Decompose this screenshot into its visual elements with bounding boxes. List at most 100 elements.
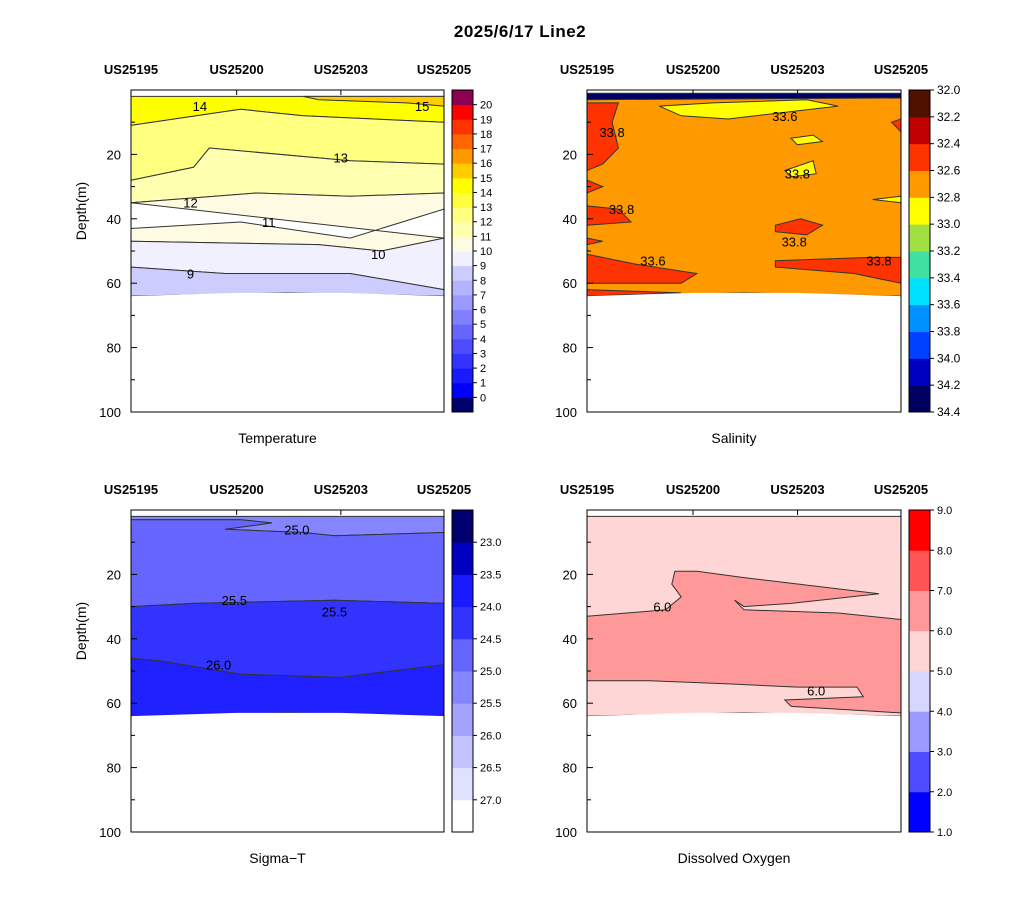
colorbar-tick-label: 33.0 (937, 217, 961, 231)
colorbar-tick-label: 26.0 (480, 730, 501, 742)
colorbar-swatch (452, 397, 473, 413)
colorbar-swatch (452, 280, 473, 296)
colorbar-tick-label: 32.6 (937, 164, 961, 178)
colorbar-swatch (452, 163, 473, 179)
contour-label: 25.0 (284, 522, 309, 537)
colorbar-tick-label: 10 (480, 246, 492, 258)
colorbar-tick-label: 32.8 (937, 190, 961, 204)
colorbar-swatch (452, 133, 473, 150)
colorbar-tick-label: 0 (480, 392, 486, 404)
contour-label: 14 (193, 99, 207, 114)
y-tick-label: 20 (107, 567, 121, 582)
chart-panel: 6.0 6.0 US25195 US25200 US25203 US25205 20 40 60… (555, 482, 952, 866)
colorbar-tick-label: 1.0 (937, 827, 952, 839)
page-title: 2025/6/17 Line2 (453, 22, 587, 41)
colorbar-swatch (452, 148, 473, 164)
colorbar-swatch (452, 735, 473, 769)
colorbar-swatch (909, 116, 930, 145)
colorbar-tick-label: 15 (480, 173, 492, 185)
colorbar-swatch (452, 192, 473, 208)
contour-label: 33.6 (772, 109, 797, 124)
colorbar-tick-label: 34.4 (937, 405, 961, 419)
panel-title: Salinity (711, 430, 756, 446)
colorbar-swatch (452, 767, 473, 801)
station-label: US25200 (210, 62, 264, 77)
y-tick-label: 60 (563, 696, 577, 711)
colorbar-swatch (452, 207, 473, 223)
chart-panel: 33.6 33.8 33.8 33.6 33.8 33.8 33.8 US25195 US252… (555, 62, 960, 446)
seafloor-mask (131, 712, 444, 832)
contour-band (302, 95, 444, 107)
colorbar-tick-label: 13 (480, 202, 492, 214)
contour-label: 33.8 (866, 254, 891, 269)
colorbar-tick-label: 6 (480, 305, 486, 317)
colorbar-tick-label: 9.0 (937, 505, 952, 517)
station-label: US25195 (104, 62, 158, 77)
colorbar-swatch (909, 358, 930, 386)
contour-band (783, 160, 817, 178)
colorbar-swatch (909, 671, 930, 712)
station-label: US25203 (314, 62, 368, 77)
panel-title: Temperature (238, 430, 317, 446)
colorbar-tick-label: 33.4 (937, 271, 961, 285)
colorbar-tick-label: 33.8 (937, 325, 961, 339)
colorbar-swatch (909, 331, 930, 359)
colorbar-swatch (452, 104, 473, 120)
contour-label: 25.5 (322, 604, 347, 619)
y-tick-label: 60 (107, 276, 121, 291)
colorbar-swatch (909, 630, 930, 672)
colorbar-tick-label: 19 (480, 114, 492, 126)
colorbar-tick-label: 5 (480, 319, 486, 331)
panel-title: Dissolved Oxygen (678, 850, 791, 866)
colorbar-swatch (452, 338, 473, 354)
contour-label: 10 (371, 247, 385, 262)
contour-fills: 25.0 25.5 25.5 26.0 (131, 515, 444, 832)
y-tick-label: 40 (107, 632, 121, 647)
contour-fills: 33.6 33.8 33.8 33.6 33.8 33.8 33.8 (587, 92, 901, 412)
colorbar-tick-label: 4.0 (937, 706, 952, 718)
colorbar-swatch (452, 353, 473, 369)
station-label: US25205 (874, 62, 928, 77)
colorbar-swatch (452, 309, 473, 325)
colorbar-tick-label: 16 (480, 158, 492, 170)
contour-band (890, 118, 901, 133)
colorbar-swatch (909, 197, 930, 225)
seafloor-mask (587, 292, 901, 412)
y-tick-label: 100 (99, 825, 121, 840)
colorbar-tick-label: 6.0 (937, 626, 952, 638)
colorbar-swatch (452, 542, 473, 575)
colorbar-tick-label: 17 (480, 144, 492, 156)
contour-band (587, 570, 901, 714)
colorbar-tick-label: 33.2 (937, 244, 961, 258)
y-tick-label: 20 (107, 147, 121, 162)
colorbar-tick-label: 7 (480, 290, 486, 302)
colorbar-swatch (452, 294, 473, 311)
colorbar-tick-label: 32.4 (937, 137, 961, 151)
colorbar-swatch (909, 90, 930, 118)
contour-band (587, 289, 682, 297)
colorbar-tick-label: 27.0 (480, 795, 501, 807)
station-label: US25195 (560, 482, 614, 497)
panel-title: Sigma−T (249, 850, 306, 866)
y-tick-label: 100 (99, 405, 121, 420)
station-label: US25195 (560, 62, 614, 77)
station-label: US25200 (666, 62, 720, 77)
contour-band (774, 256, 901, 284)
colorbar-swatch (452, 799, 473, 833)
colorbar-tick-label: 34.2 (937, 378, 961, 392)
y-tick-label: 20 (563, 567, 577, 582)
contour-label: 33.8 (785, 167, 810, 182)
contour-label: 26.0 (206, 658, 231, 673)
contour-label: 9 (187, 267, 194, 282)
station-label: US25200 (210, 482, 264, 497)
station-label: US25203 (770, 482, 824, 497)
chart-panel: 25.0 25.5 25.5 26.0 US25195 US25200 US25203 US2… (73, 482, 501, 866)
y-tick-label: 60 (563, 276, 577, 291)
colorbar-tick-label: 8.0 (937, 545, 952, 557)
station-label: US25205 (417, 62, 471, 77)
colorbar-tick-label: 34.0 (937, 351, 961, 365)
colorbar-swatch (452, 90, 473, 106)
colorbar-tick-label: 23.5 (480, 569, 501, 581)
